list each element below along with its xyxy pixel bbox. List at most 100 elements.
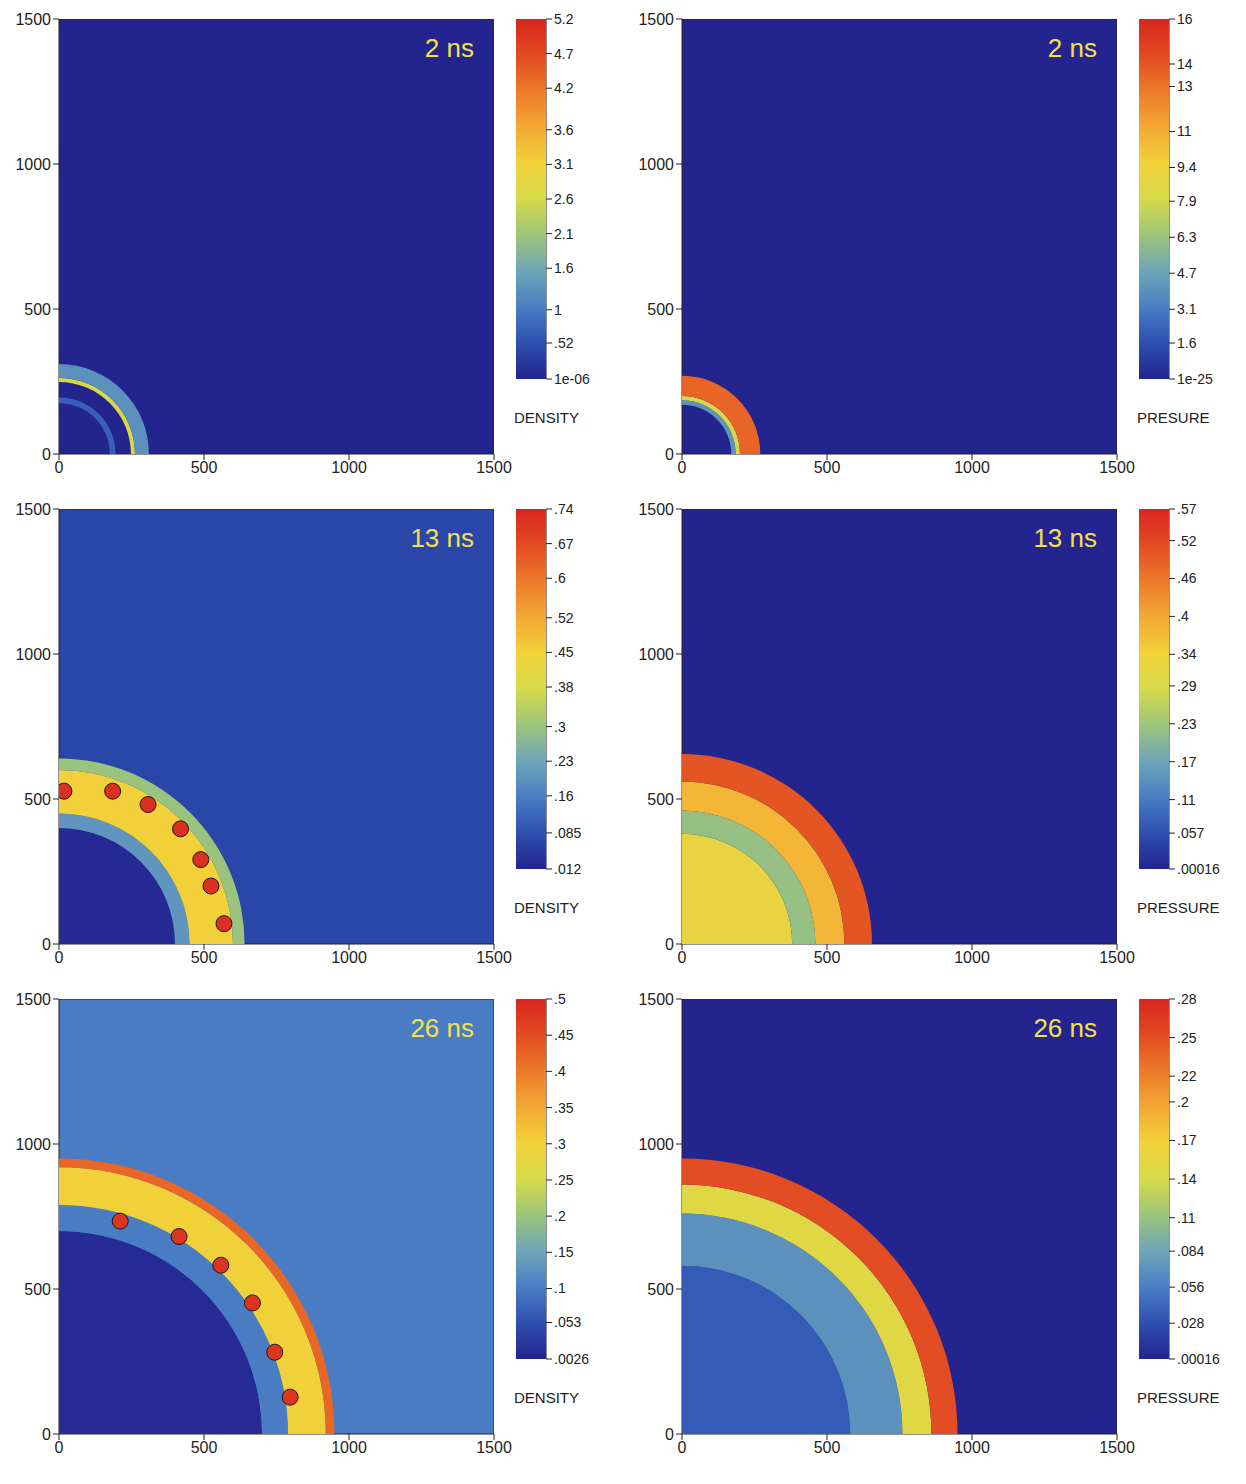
svg-text:.46: .46 [1177, 570, 1197, 586]
svg-text:13: 13 [1177, 78, 1193, 94]
svg-text:1e-25: 1e-25 [1177, 371, 1213, 387]
svg-text:.22: .22 [1177, 1068, 1197, 1084]
svg-text:.028: .028 [1177, 1315, 1204, 1331]
svg-text:.52: .52 [1177, 533, 1197, 549]
svg-text:.5: .5 [554, 991, 566, 1007]
svg-text:.0026: .0026 [554, 1351, 589, 1367]
svg-text:.52: .52 [554, 610, 574, 626]
svg-text:.52: .52 [554, 335, 574, 351]
svg-text:.35: .35 [554, 1100, 574, 1116]
svg-text:500: 500 [814, 459, 841, 476]
svg-text:0: 0 [665, 1426, 674, 1443]
svg-text:500: 500 [24, 301, 51, 318]
svg-text:.17: .17 [1177, 754, 1197, 770]
svg-text:1000: 1000 [638, 646, 674, 663]
svg-text:1500: 1500 [1099, 949, 1135, 966]
svg-text:.67: .67 [554, 536, 574, 552]
svg-text:1000: 1000 [15, 156, 51, 173]
svg-text:1.6: 1.6 [1177, 335, 1197, 351]
svg-text:.2: .2 [554, 1208, 566, 1224]
svg-text:1000: 1000 [954, 459, 990, 476]
svg-text:0: 0 [42, 1426, 51, 1443]
svg-text:.4: .4 [554, 1063, 566, 1079]
svg-text:1500: 1500 [1099, 1439, 1135, 1456]
svg-text:1: 1 [554, 302, 562, 318]
svg-text:.00016: .00016 [1177, 1351, 1220, 1367]
svg-text:.11: .11 [1177, 1210, 1196, 1226]
svg-text:1500: 1500 [476, 1439, 512, 1456]
svg-text:.25: .25 [554, 1172, 574, 1188]
svg-text:3.6: 3.6 [554, 122, 574, 138]
svg-text:.23: .23 [1177, 716, 1197, 732]
svg-text:4.2: 4.2 [554, 80, 574, 96]
svg-text:1500: 1500 [15, 11, 51, 28]
svg-text:0: 0 [42, 936, 51, 953]
svg-text:1500: 1500 [638, 11, 674, 28]
svg-text:.25: .25 [1177, 1030, 1197, 1046]
svg-text:0: 0 [678, 459, 687, 476]
svg-text:1500: 1500 [1099, 459, 1135, 476]
svg-text:.3: .3 [554, 1136, 566, 1152]
svg-text:500: 500 [191, 459, 218, 476]
svg-text:.4: .4 [1177, 608, 1189, 624]
svg-text:.1: .1 [554, 1280, 566, 1296]
svg-text:.57: .57 [1177, 501, 1197, 517]
svg-text:0: 0 [678, 949, 687, 966]
svg-text:.084: .084 [1177, 1243, 1204, 1259]
svg-text:.14: .14 [1177, 1171, 1197, 1187]
svg-text:1500: 1500 [476, 459, 512, 476]
svg-text:500: 500 [814, 1439, 841, 1456]
svg-text:4.7: 4.7 [554, 46, 574, 62]
svg-text:.15: .15 [554, 1244, 574, 1260]
svg-text:.3: .3 [554, 719, 566, 735]
svg-text:1000: 1000 [15, 1136, 51, 1153]
svg-text:.74: .74 [554, 501, 574, 517]
svg-text:.6: .6 [554, 570, 566, 586]
svg-text:.23: .23 [554, 753, 574, 769]
svg-text:0: 0 [55, 459, 64, 476]
svg-text:2.1: 2.1 [554, 226, 574, 242]
svg-text:.45: .45 [554, 644, 574, 660]
svg-text:6.3: 6.3 [1177, 229, 1197, 245]
svg-text:.2: .2 [1177, 1094, 1189, 1110]
svg-text:.34: .34 [1177, 646, 1197, 662]
svg-text:14: 14 [1177, 56, 1193, 72]
svg-text:0: 0 [55, 1439, 64, 1456]
svg-text:0: 0 [665, 446, 674, 463]
svg-text:0: 0 [55, 949, 64, 966]
svg-text:500: 500 [647, 791, 674, 808]
svg-text:1500: 1500 [15, 991, 51, 1008]
svg-text:.053: .053 [554, 1314, 581, 1330]
svg-text:4.7: 4.7 [1177, 265, 1197, 281]
svg-text:500: 500 [647, 1281, 674, 1298]
svg-text:1000: 1000 [15, 646, 51, 663]
svg-text:.085: .085 [554, 825, 581, 841]
svg-text:.16: .16 [554, 788, 574, 804]
svg-text:.28: .28 [1177, 991, 1197, 1007]
svg-text:500: 500 [647, 301, 674, 318]
svg-text:1000: 1000 [331, 459, 367, 476]
svg-text:5.2: 5.2 [554, 11, 574, 27]
svg-text:9.4: 9.4 [1177, 159, 1197, 175]
svg-text:0: 0 [42, 446, 51, 463]
svg-text:1e-06: 1e-06 [554, 371, 590, 387]
svg-text:500: 500 [24, 1281, 51, 1298]
svg-text:2.6: 2.6 [554, 191, 574, 207]
svg-text:.29: .29 [1177, 678, 1197, 694]
svg-text:1000: 1000 [331, 949, 367, 966]
svg-text:.057: .057 [1177, 825, 1204, 841]
svg-text:500: 500 [191, 1439, 218, 1456]
svg-text:.00016: .00016 [1177, 861, 1220, 877]
svg-text:500: 500 [24, 791, 51, 808]
svg-text:1500: 1500 [638, 991, 674, 1008]
svg-text:11: 11 [1177, 123, 1192, 139]
svg-text:1000: 1000 [954, 1439, 990, 1456]
svg-text:1.6: 1.6 [554, 260, 574, 276]
svg-text:1000: 1000 [954, 949, 990, 966]
svg-text:1000: 1000 [331, 1439, 367, 1456]
svg-text:0: 0 [665, 936, 674, 953]
svg-text:0: 0 [678, 1439, 687, 1456]
svg-text:.11: .11 [1177, 792, 1196, 808]
svg-text:.45: .45 [554, 1027, 574, 1043]
svg-text:.012: .012 [554, 861, 581, 877]
